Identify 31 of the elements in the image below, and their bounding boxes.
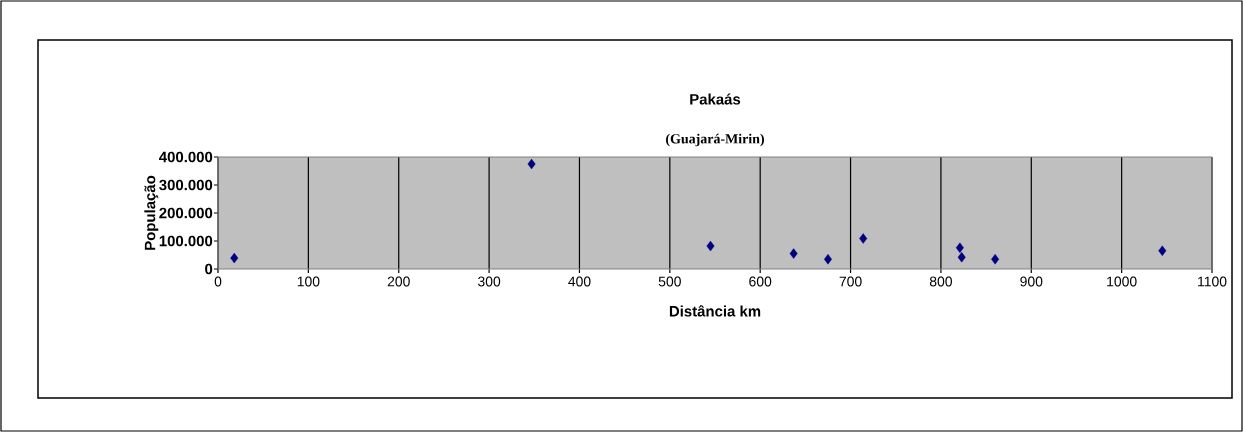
x-tick-label: 600 [749,276,772,287]
point [706,240,715,252]
x-tick-label: 400 [568,276,591,287]
y-tick-label: 300.000 [159,179,213,191]
point [230,252,239,264]
point [991,254,1000,265]
x-tick-label: 100 [297,276,320,287]
x-tick-label: 500 [658,276,681,287]
x-tick-label: 200 [387,276,410,287]
point [824,254,832,265]
point [955,242,964,253]
point [1158,245,1167,256]
point [859,233,868,244]
x-tick-label: 300 [478,276,501,287]
point [789,248,798,259]
y-tick-label: 0 [205,263,213,275]
point [527,158,536,170]
chart-subtitle: (Guajará-Mirin) [666,133,764,147]
point [957,252,966,263]
chart-title: Pakaás [690,93,741,105]
x-axis-title: Distância km [669,305,761,317]
x-tick-label: 1000 [1107,276,1137,287]
x-tick-label: 800 [929,276,953,287]
x-tick-label: 900 [1020,276,1043,287]
x-tick-label: 700 [839,276,862,287]
y-tick-label: 200.000 [159,207,213,219]
y-tick-label: 100.000 [159,235,213,247]
y-axis-title: População [144,175,159,250]
y-tick-label: 400.000 [159,151,213,163]
x-tick-label: 0 [214,276,222,287]
x-tick-label: 1100 [1198,276,1227,287]
